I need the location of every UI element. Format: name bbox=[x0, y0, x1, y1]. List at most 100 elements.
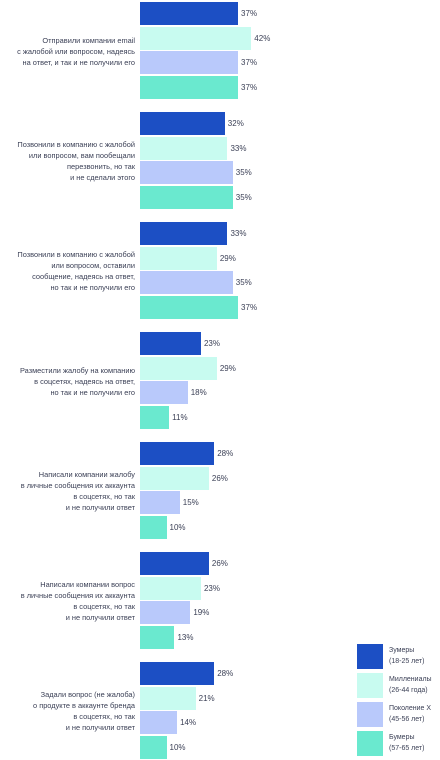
data-label: 33% bbox=[230, 143, 247, 153]
category-label-line: Позвонили в компанию с жалобой bbox=[17, 250, 135, 259]
data-label: 37% bbox=[241, 58, 258, 67]
bar bbox=[140, 185, 233, 209]
category-label-line: в соцсетях, надеясь на ответ, bbox=[34, 376, 135, 386]
bar bbox=[140, 686, 196, 710]
bar bbox=[140, 552, 209, 575]
data-label: 11% bbox=[172, 412, 188, 422]
data-label: 33% bbox=[230, 229, 247, 238]
category-label-line: с жалобой или вопросом, надеясь bbox=[17, 46, 135, 56]
bar bbox=[140, 442, 215, 465]
category-label-line: и не получили ответ bbox=[65, 723, 135, 732]
legend-swatch bbox=[357, 644, 383, 669]
legend: Зумеры (18-25 лет) Миллениалы (26-44 года) П… bbox=[357, 644, 437, 760]
bar bbox=[140, 491, 180, 514]
data-label: 37% bbox=[241, 302, 258, 312]
category-label-line: Отправили компании email bbox=[42, 35, 135, 45]
bar bbox=[140, 735, 167, 759]
bar bbox=[140, 466, 209, 490]
category-label: Позвонили в компанию с жалобой или вопрос… bbox=[5, 139, 135, 183]
category-label-line: Позвонили в компанию с жалобой bbox=[17, 140, 135, 149]
data-label: 37% bbox=[241, 9, 258, 18]
legend-item: Миллениалы (26-44 года) bbox=[357, 673, 437, 698]
category-label-line: в личные сообщения их аккаунта bbox=[20, 481, 135, 490]
category-label-line: в соцсетях, но так bbox=[73, 492, 135, 501]
bar bbox=[140, 222, 228, 245]
data-label: 28% bbox=[217, 449, 234, 458]
category-label-line: на ответ, и так и не получили его bbox=[22, 57, 135, 67]
bar bbox=[140, 2, 239, 25]
bar bbox=[140, 625, 175, 649]
legend-label-line: Бумеры bbox=[389, 734, 415, 741]
legend-label-line: Миллениалы bbox=[389, 676, 432, 683]
bar bbox=[140, 295, 239, 319]
data-label: 14% bbox=[180, 718, 197, 727]
legend-swatch bbox=[357, 731, 383, 756]
category-label: Задали вопрос (не жалоба) о продукте в ак… bbox=[5, 689, 135, 733]
bar bbox=[140, 356, 217, 380]
category-label-line: или вопросом, оставили bbox=[51, 261, 135, 270]
legend-label-line: (18-25 лет) bbox=[389, 658, 425, 665]
data-label: 18% bbox=[190, 388, 207, 397]
legend-label: Зумеры (18-25 лет) bbox=[389, 645, 424, 667]
category-label-line: Разместили жалобу на компанию bbox=[20, 365, 135, 375]
legend-swatch bbox=[357, 673, 383, 698]
category-label-line: и не получили ответ bbox=[65, 613, 135, 622]
data-label: 29% bbox=[219, 363, 236, 373]
data-label: 10% bbox=[169, 522, 186, 532]
category-label-line: и не сделали этого bbox=[70, 173, 135, 182]
category-label-line: о продукте в аккаунте бренда bbox=[33, 701, 135, 710]
data-label: 23% bbox=[203, 339, 220, 348]
data-label: 13% bbox=[177, 632, 194, 642]
legend-label-line: Поколение X bbox=[389, 705, 432, 712]
bar bbox=[140, 405, 170, 429]
bar bbox=[140, 136, 228, 160]
bar bbox=[140, 26, 252, 50]
legend-label-line: (45-56 лет) bbox=[389, 716, 425, 723]
category-label: Разместили жалобу на компанию в соцсетях,… bbox=[5, 365, 135, 398]
data-label: 35% bbox=[235, 192, 252, 202]
data-label: 35% bbox=[235, 278, 252, 287]
bar bbox=[140, 601, 191, 624]
bar bbox=[140, 662, 215, 685]
bar bbox=[140, 112, 225, 135]
legend-label-line: Зумеры bbox=[389, 647, 415, 654]
bar bbox=[140, 246, 217, 270]
category-label-line: и не получили ответ bbox=[65, 503, 135, 512]
legend-item: Бумеры (57-65 лет) bbox=[357, 731, 437, 756]
data-label: 21% bbox=[198, 693, 215, 703]
bar bbox=[140, 51, 239, 74]
bar bbox=[140, 271, 233, 294]
bar bbox=[140, 332, 201, 355]
legend-item: Поколение X (45-56 лет) bbox=[357, 702, 437, 727]
data-label: 26% bbox=[211, 559, 228, 568]
data-label: 19% bbox=[193, 608, 210, 617]
data-label: 28% bbox=[217, 669, 234, 678]
data-label: 42% bbox=[254, 33, 271, 43]
data-label: 29% bbox=[219, 253, 236, 263]
category-label-line: Написали компании вопрос bbox=[40, 580, 135, 589]
category-label-line: в личные сообщения их аккаунта bbox=[20, 591, 135, 600]
bar bbox=[140, 711, 178, 734]
legend-label-line: (57-65 лет) bbox=[389, 745, 425, 752]
data-label: 32% bbox=[227, 119, 244, 128]
legend-label-line: (26-44 года) bbox=[389, 687, 428, 694]
bar bbox=[140, 576, 201, 600]
category-label-line: но так и не получили его bbox=[50, 387, 135, 397]
data-label: 37% bbox=[241, 82, 258, 92]
data-label: 35% bbox=[235, 168, 252, 177]
category-label: Написали компании жалобу в личные сообщен… bbox=[5, 469, 135, 513]
legend-label: Бумеры (57-65 лет) bbox=[389, 732, 424, 754]
data-label: 23% bbox=[203, 583, 220, 593]
data-label: 26% bbox=[211, 473, 228, 483]
bar bbox=[140, 381, 188, 404]
category-label: Позвонили в компанию с жалобой или вопрос… bbox=[5, 249, 135, 293]
category-label: Отправили компании email с жалобой или во… bbox=[5, 35, 135, 68]
legend-label: Поколение X (45-56 лет) bbox=[389, 703, 431, 725]
category-label-line: Задали вопрос (не жалоба) bbox=[40, 690, 135, 699]
legend-swatch bbox=[357, 702, 383, 727]
data-label: 15% bbox=[182, 498, 199, 507]
category-label-line: в соцсетях, но так bbox=[73, 602, 135, 611]
category-label: Написали компании вопрос в личные сообщен… bbox=[5, 579, 135, 623]
bar bbox=[140, 515, 167, 539]
